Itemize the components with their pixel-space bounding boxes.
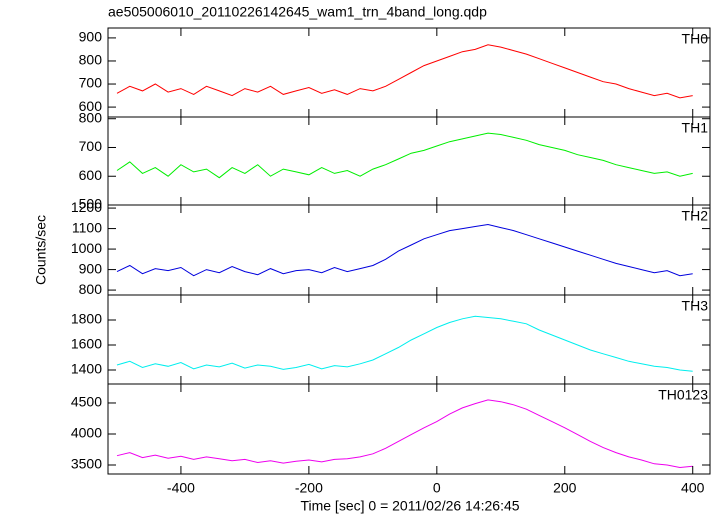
y-tick-label: 800 xyxy=(79,52,103,68)
y-tick-label: 1600 xyxy=(71,336,102,352)
y-tick-label: 1000 xyxy=(71,240,102,256)
data-line xyxy=(116,44,693,99)
panel-frame xyxy=(107,116,711,206)
y-tick-label: 600 xyxy=(79,98,103,114)
y-tick-label: 1800 xyxy=(71,311,102,327)
y-tick-label: 700 xyxy=(79,138,103,154)
data-line xyxy=(116,132,693,179)
x-tick-label: -200 xyxy=(295,480,323,496)
y-tick-label: 4000 xyxy=(71,425,102,441)
panel-frame xyxy=(107,204,711,296)
y-tick-label: 600 xyxy=(79,167,103,183)
panel-frame xyxy=(107,27,711,118)
panel-label: TH0 xyxy=(682,31,709,47)
x-tick-label: -400 xyxy=(167,480,195,496)
x-tick-label: 0 xyxy=(433,480,441,496)
panel-frame xyxy=(107,294,711,385)
data-line xyxy=(116,315,693,372)
y-tick-label: 900 xyxy=(79,260,103,276)
y-tick-label: 500 xyxy=(79,196,103,212)
panel-label: TH0123 xyxy=(658,387,708,403)
x-tick-label: 400 xyxy=(681,480,705,496)
x-axis-label: Time [sec] 0 = 2011/02/26 14:26:45 xyxy=(300,498,519,514)
y-tick-label: 3500 xyxy=(71,456,102,472)
x-tick-label: 200 xyxy=(553,480,577,496)
panel-frame xyxy=(107,383,711,475)
y-tick-label: 1100 xyxy=(72,219,102,235)
panel-label: TH2 xyxy=(682,208,709,224)
y-tick-label: 900 xyxy=(79,29,103,45)
panel-label: TH1 xyxy=(682,120,709,136)
y-tick-label: 800 xyxy=(79,281,103,297)
y-tick-label: 4500 xyxy=(71,394,102,410)
y-tick-label: 1200 xyxy=(71,199,102,215)
chart-title: ae505006010_20110226142645_wam1_trn_4ban… xyxy=(108,4,487,20)
y-tick-label: 800 xyxy=(79,109,103,125)
data-line xyxy=(116,399,693,469)
y-tick-label: 1400 xyxy=(71,361,102,377)
y-tick-label: 700 xyxy=(79,75,103,91)
data-line xyxy=(116,223,693,277)
y-axis-label: Counts/sec xyxy=(33,215,49,285)
panel-label: TH3 xyxy=(682,298,709,314)
